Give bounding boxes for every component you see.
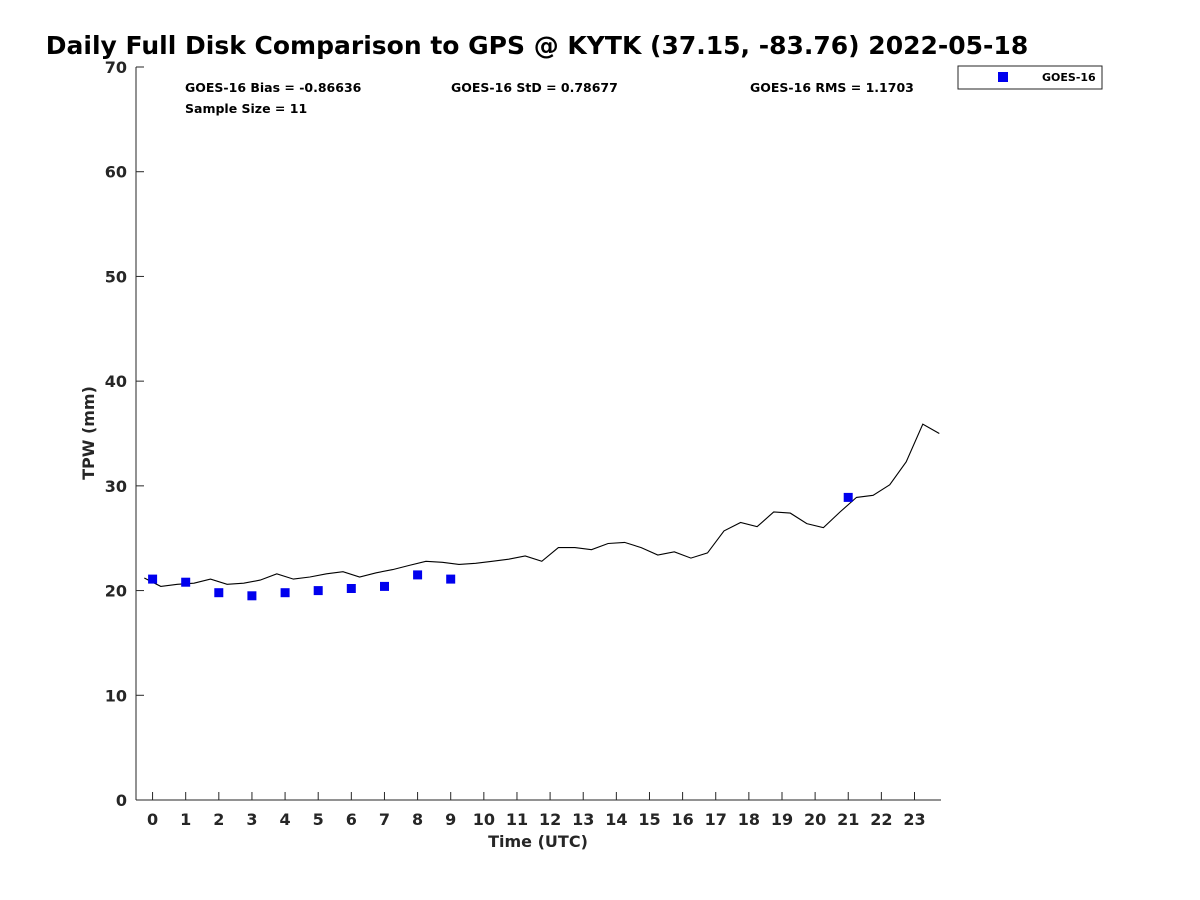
- x-tick-label: 22: [870, 810, 892, 829]
- x-tick-label: 14: [605, 810, 627, 829]
- y-axis-ticks: 0 10 20 30 40 50 60 70: [105, 58, 144, 810]
- y-tick-label: 30: [105, 477, 127, 496]
- x-axis-ticks: 0 1 2 3 4 5 6 7 8 9 10 11 12 13 14 15 16 17 18 19 20 21 22 23: [147, 792, 926, 829]
- series-layer: [144, 423, 940, 601]
- std-stat: GOES-16 StD = 0.78677: [451, 80, 618, 95]
- x-tick-label: 2: [213, 810, 224, 829]
- x-tick-label: 11: [506, 810, 528, 829]
- gps-tpw-line: [144, 423, 940, 587]
- legend-box: [957, 65, 1103, 90]
- x-tick-label: 1: [180, 810, 191, 829]
- x-tick-label: 12: [539, 810, 561, 829]
- goes16-point: [148, 574, 158, 584]
- plot-area: [136, 67, 941, 800]
- y-tick-label: 20: [105, 582, 127, 601]
- goes16-point: [843, 492, 853, 502]
- y-axis-label: TPW (mm): [79, 386, 98, 480]
- x-tick-label: 23: [903, 810, 925, 829]
- y-tick-label: 70: [105, 58, 127, 77]
- goes16-point: [247, 591, 257, 601]
- x-tick-label: 4: [280, 810, 291, 829]
- goes16-point: [413, 570, 423, 580]
- x-tick-label: 17: [705, 810, 727, 829]
- rms-stat: GOES-16 RMS = 1.1703: [750, 80, 914, 95]
- chart-title: Daily Full Disk Comparison to GPS @ KYTK…: [46, 31, 1028, 60]
- y-tick-label: 60: [105, 163, 127, 182]
- x-tick-label: 10: [473, 810, 495, 829]
- goes16-point: [280, 588, 290, 598]
- y-tick-label: 50: [105, 267, 127, 286]
- x-tick-label: 13: [572, 810, 594, 829]
- x-tick-label: 7: [379, 810, 390, 829]
- goes16-point: [181, 577, 191, 587]
- x-tick-label: 9: [445, 810, 456, 829]
- x-tick-label: 15: [638, 810, 660, 829]
- sample-size-stat: Sample Size = 11: [185, 101, 307, 116]
- goes16-point: [214, 588, 224, 598]
- x-tick-label: 6: [346, 810, 357, 829]
- y-tick-label: 0: [116, 791, 127, 810]
- legend-marker-goes16: [998, 72, 1008, 82]
- x-tick-label: 3: [246, 810, 257, 829]
- y-tick-label: 40: [105, 372, 127, 391]
- x-tick-label: 18: [738, 810, 760, 829]
- y-tick-label: 10: [105, 686, 127, 705]
- x-tick-label: 21: [837, 810, 859, 829]
- bias-stat: GOES-16 Bias = -0.86636: [185, 80, 362, 95]
- legend-label-goes16: GOES-16: [1042, 71, 1096, 84]
- x-tick-label: 19: [771, 810, 793, 829]
- x-tick-label: 5: [313, 810, 324, 829]
- x-tick-label: 20: [804, 810, 826, 829]
- x-tick-label: 16: [671, 810, 693, 829]
- goes16-point: [313, 586, 323, 596]
- x-axis-label: Time (UTC): [488, 832, 588, 851]
- goes16-point: [346, 584, 356, 593]
- x-tick-label: 0: [147, 810, 158, 829]
- x-tick-label: 8: [412, 810, 423, 829]
- goes16-point: [446, 574, 456, 584]
- legend: GOES-16: [957, 65, 1103, 90]
- goes16-point: [380, 581, 389, 591]
